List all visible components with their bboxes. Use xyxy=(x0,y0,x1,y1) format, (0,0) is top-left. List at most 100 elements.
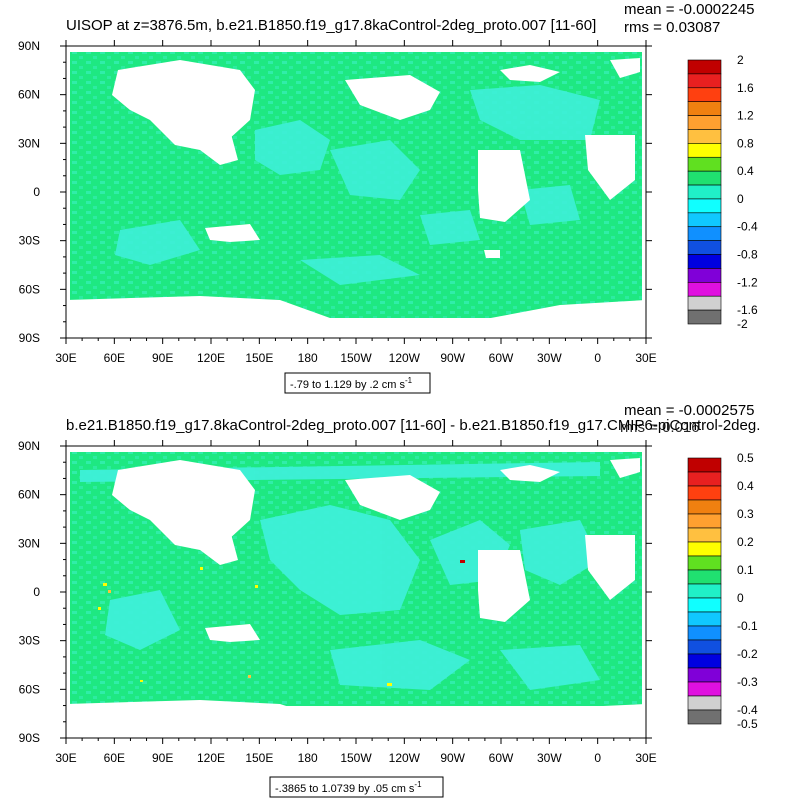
colorbar-swatch xyxy=(687,156,722,172)
x-tick-label: 90E xyxy=(152,751,173,765)
x-tick-label: 180 xyxy=(298,351,318,365)
colorbar-swatch xyxy=(687,555,722,571)
colorbar-swatch xyxy=(687,457,722,473)
y-tick-label: 30N xyxy=(18,136,40,150)
colorbar-swatch xyxy=(687,611,722,627)
x-tick-label: 30E xyxy=(635,351,656,365)
x-tick-label: 150E xyxy=(245,351,273,365)
panel-1-ticks: 30E 60E 90E 120E 150E 180 150W 120W 90W 60W 30W 0 30… xyxy=(18,39,657,365)
colorbar-swatch xyxy=(687,295,722,311)
colorbar-swatch xyxy=(687,653,722,669)
x-tick-label: 90E xyxy=(152,351,173,365)
colorbar-label: -0.4 xyxy=(737,220,758,234)
colorbar-label: 0 xyxy=(737,591,744,605)
colorbar-swatch xyxy=(687,212,722,228)
x-tick-label: 90W xyxy=(440,351,465,365)
colorbar-label: 1.6 xyxy=(737,81,754,95)
panel-2-land xyxy=(66,446,646,738)
colorbar-swatch xyxy=(687,101,722,116)
colorbar-swatch xyxy=(687,485,722,501)
colorbar-label: 2 xyxy=(737,53,744,67)
colorbar-swatch xyxy=(687,667,722,683)
colorbar-label: 0.2 xyxy=(737,535,754,549)
panel-2-contour-info-text: -.3865 to 1.0739 by .05 cm s xyxy=(275,783,415,795)
x-tick-label: 120W xyxy=(389,351,421,365)
panel-1-land xyxy=(66,46,646,338)
colorbar-swatch xyxy=(687,499,722,515)
panel-2-colorbar: 0.5 0.4 0.3 0.2 0.1 0 -0.1 -0.2 -0.3 -0.4-0.5 xyxy=(687,451,758,731)
x-tick-label: 30W xyxy=(537,351,562,365)
colorbar-swatch xyxy=(687,268,722,283)
colorbar-swatch xyxy=(687,254,722,269)
x-tick-label: 60W xyxy=(489,351,514,365)
colorbar-label: -0.2 xyxy=(737,647,758,661)
colorbar-label: -0.3 xyxy=(737,675,758,689)
y-tick-label: 30N xyxy=(18,536,40,550)
panel-2-rms: rms = 0.016 xyxy=(620,419,700,436)
x-tick-label: 30E xyxy=(55,351,76,365)
x-tick-label: 150E xyxy=(245,751,273,765)
x-tick-label: 0 xyxy=(594,351,601,365)
colorbar-swatch xyxy=(687,59,722,75)
y-tick-label: 90N xyxy=(18,439,40,453)
panel-1-colorbar: 2 1.6 1.2 0.8 0.4 0 -0.4 -0.8 -1.2 -1.6-2 xyxy=(687,53,758,331)
panel-1-contour-info-text: -.79 to 1.129 by .2 cm s xyxy=(290,379,405,391)
colorbar-swatch xyxy=(687,569,722,585)
colorbar-swatch xyxy=(687,115,722,130)
colorbar-label: 0.3 xyxy=(737,507,754,521)
colorbar-label: 1.2 xyxy=(737,109,754,123)
colorbar-swatch xyxy=(687,541,722,557)
colorbar-label: -2 xyxy=(737,317,748,331)
colorbar-swatch xyxy=(687,471,722,487)
colorbar-swatch xyxy=(687,73,722,89)
x-tick-label: 150W xyxy=(340,351,372,365)
y-tick-label: 0 xyxy=(33,185,40,199)
colorbar-label: 0.4 xyxy=(737,479,754,493)
panel-1-contour-info: -.79 to 1.129 by .2 cm s-1 xyxy=(284,372,431,394)
panel-1-map: 30E 60E 90E 120E 150E 180 150W 120W 90W 60W 30W 0 30… xyxy=(18,39,657,365)
panel-1-anomaly-patches xyxy=(115,85,600,285)
y-tick-label: 90S xyxy=(19,331,40,345)
colorbar-swatch xyxy=(687,184,722,200)
colorbar-swatch xyxy=(687,282,722,297)
colorbar-swatch xyxy=(687,240,722,255)
panel-2-map: 30E 60E 90E 120E 150E 180 150W 120W 90W 60W 30W 0 30… xyxy=(18,439,657,765)
colorbar-label: 0.5 xyxy=(737,451,754,465)
colorbar-label: -0.5 xyxy=(737,717,758,731)
colorbar-swatch xyxy=(687,226,722,241)
svg-text:-.3865 to 1.0739 by .05 cm s-1: -.3865 to 1.0739 by .05 cm s-1 xyxy=(275,780,422,795)
panel-1-contour-info-superscript: -1 xyxy=(405,376,413,385)
x-tick-label: 120E xyxy=(197,351,225,365)
colorbar-swatch xyxy=(687,143,722,158)
panel-2-mean: mean = -0.0002575 xyxy=(624,402,755,419)
colorbar-swatch xyxy=(687,87,722,102)
y-tick-label: 90S xyxy=(19,731,40,745)
colorbar-swatch xyxy=(687,309,722,325)
y-tick-label: 0 xyxy=(33,585,40,599)
panel-2-contour-info: -.3865 to 1.0739 by .05 cm s-1 xyxy=(269,776,444,798)
x-tick-label: 60E xyxy=(104,751,125,765)
colorbar-swatch xyxy=(687,695,722,711)
y-tick-label: 30S xyxy=(19,634,40,648)
colorbar-label: -1.2 xyxy=(737,275,758,289)
x-tick-label: 0 xyxy=(594,751,601,765)
colorbar-swatch xyxy=(687,681,722,697)
colorbar-label: 0.8 xyxy=(737,136,754,150)
colorbar-swatch xyxy=(687,625,722,641)
x-tick-label: 180 xyxy=(298,751,318,765)
colorbar-swatch xyxy=(687,129,722,144)
x-tick-label: 60E xyxy=(104,351,125,365)
x-tick-label: 90W xyxy=(440,751,465,765)
panel-2: mean = -0.0002575 b.e21.B1850.f19_g17.8k… xyxy=(18,402,760,798)
panel-1-mean: mean = -0.0002245 xyxy=(624,1,755,18)
y-tick-label: 60S xyxy=(19,682,40,696)
panel-2-ticks: 30E 60E 90E 120E 150E 180 150W 120W 90W 60W 30W 0 30… xyxy=(18,439,657,765)
colorbar-swatch xyxy=(687,597,722,613)
colorbar-label: -0.1 xyxy=(737,619,758,633)
panel-2-contour-info-superscript: -1 xyxy=(414,780,422,789)
colorbar-swatch xyxy=(687,527,722,543)
colorbar-swatch xyxy=(687,583,722,599)
colorbar-label: 0.1 xyxy=(737,563,754,577)
y-tick-label: 60N xyxy=(18,488,40,502)
